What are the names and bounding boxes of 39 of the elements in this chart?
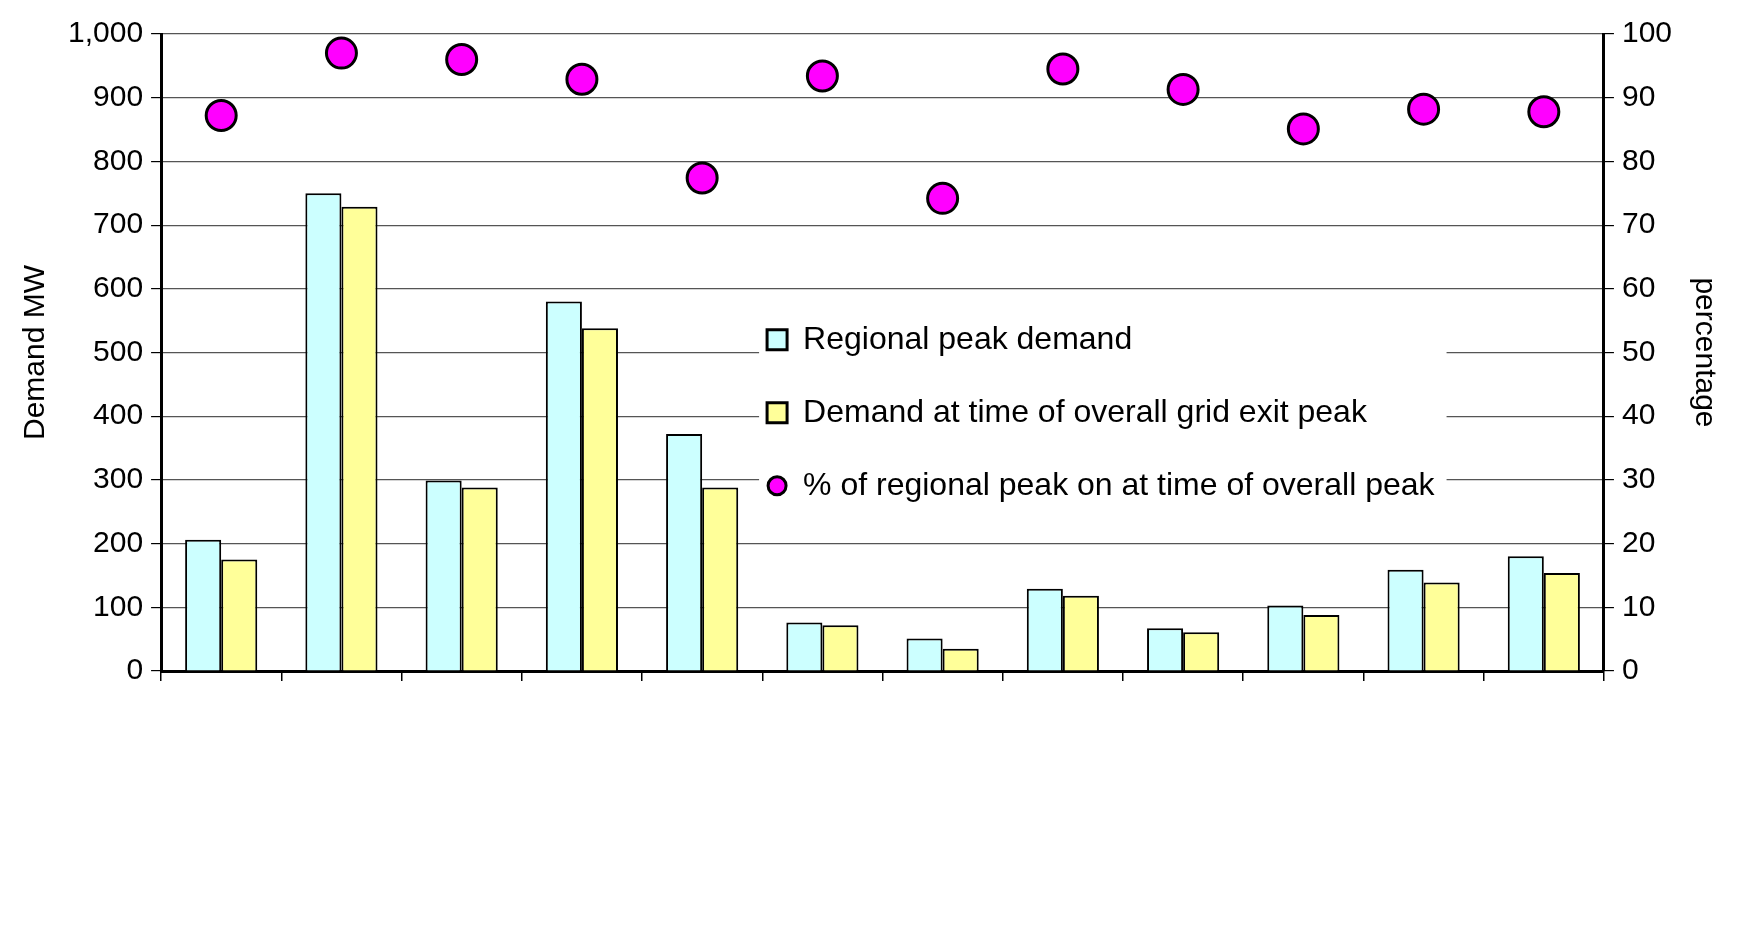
- y2-tick-label: 30: [1621, 461, 1656, 495]
- y2-axis-title: percentage: [1689, 277, 1723, 428]
- legend-label: Demand at time of overall grid exit peak: [803, 392, 1368, 429]
- point: [926, 181, 960, 215]
- point: [1166, 72, 1200, 106]
- legend-label: Regional peak demand: [803, 319, 1133, 356]
- point: [1407, 92, 1441, 126]
- y-tick-label: 400: [93, 397, 144, 431]
- y2-tick-label: 60: [1621, 270, 1656, 304]
- point: [685, 161, 719, 195]
- point: [204, 99, 238, 133]
- y2-tick-label: 70: [1621, 206, 1656, 240]
- point: [1286, 112, 1320, 146]
- point: [805, 59, 839, 93]
- point: [324, 36, 358, 70]
- point: [445, 42, 479, 76]
- y-tick-label: 700: [93, 206, 144, 240]
- y-tick-label: 0: [126, 652, 144, 686]
- y-tick-label: 1,000: [68, 15, 144, 49]
- point: [1046, 52, 1080, 86]
- y2-tick-label: 10: [1621, 588, 1656, 622]
- y2-tick-label: 90: [1621, 78, 1656, 112]
- y-tick-label: 300: [93, 461, 144, 495]
- y2-tick-label: 100: [1621, 15, 1673, 49]
- y-tick-label: 100: [93, 588, 144, 622]
- point: [1527, 95, 1561, 129]
- y-tick-label: 600: [93, 270, 144, 304]
- y2-tick-label: 40: [1621, 397, 1656, 431]
- y-tick-label: 900: [93, 78, 144, 112]
- y2-tick-label: 50: [1621, 333, 1656, 367]
- y-tick-label: 500: [93, 333, 144, 367]
- point: [565, 62, 599, 96]
- y2-tick-label: 20: [1621, 524, 1656, 558]
- y-tick-label: 800: [93, 142, 144, 176]
- y2-tick-label: 80: [1621, 142, 1656, 176]
- legend-label: % of regional peak on at time of overall peak: [803, 465, 1436, 502]
- y2-tick-label: 0: [1621, 652, 1639, 686]
- y-axis-title: Demand MW: [17, 264, 51, 441]
- y-tick-label: 200: [93, 524, 144, 558]
